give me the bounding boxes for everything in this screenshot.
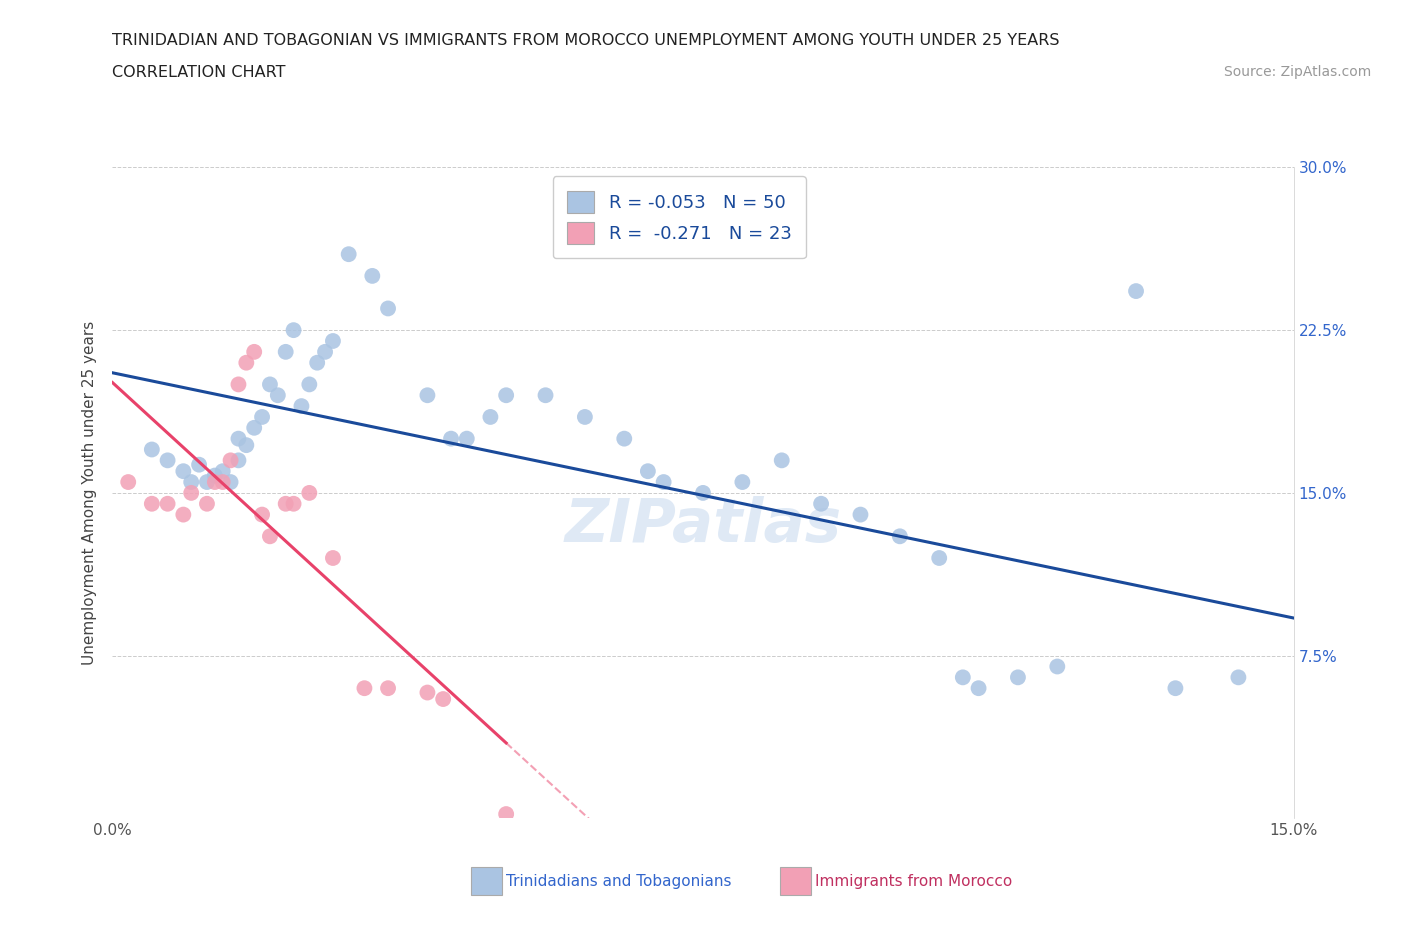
- Point: [204, 468, 226, 483]
- Text: Source: ZipAtlas.com: Source: ZipAtlas.com: [1223, 65, 1371, 79]
- Point: [731, 474, 754, 489]
- Point: [1227, 670, 1250, 684]
- Point: [156, 497, 179, 512]
- Point: [235, 438, 257, 453]
- Point: [322, 551, 344, 565]
- Point: [141, 497, 163, 512]
- Point: [849, 507, 872, 522]
- Point: [1046, 659, 1069, 674]
- Point: [204, 474, 226, 489]
- Point: [219, 453, 242, 468]
- Point: [156, 453, 179, 468]
- Point: [377, 681, 399, 696]
- Text: TRINIDADIAN AND TOBAGONIAN VS IMMIGRANTS FROM MOROCCO UNEMPLOYMENT AMONG YOUTH U: TRINIDADIAN AND TOBAGONIAN VS IMMIGRANTS…: [112, 33, 1060, 47]
- Point: [195, 474, 218, 489]
- Point: [243, 344, 266, 359]
- Point: [770, 453, 793, 468]
- Point: [290, 399, 312, 414]
- Point: [243, 420, 266, 435]
- Point: [952, 670, 974, 684]
- Point: [416, 685, 439, 700]
- Point: [172, 507, 194, 522]
- Text: CORRELATION CHART: CORRELATION CHART: [112, 65, 285, 80]
- Point: [259, 377, 281, 392]
- Text: Immigrants from Morocco: Immigrants from Morocco: [815, 874, 1012, 889]
- Point: [314, 344, 336, 359]
- Point: [337, 246, 360, 261]
- Point: [195, 497, 218, 512]
- Point: [267, 388, 290, 403]
- Point: [274, 344, 297, 359]
- Point: [211, 464, 233, 479]
- Point: [574, 409, 596, 424]
- Point: [322, 334, 344, 349]
- Point: [228, 432, 250, 446]
- Y-axis label: Unemployment Among Youth under 25 years: Unemployment Among Youth under 25 years: [82, 321, 97, 665]
- Text: ZIPatlas: ZIPatlas: [564, 496, 842, 555]
- Point: [141, 442, 163, 457]
- Point: [283, 497, 305, 512]
- Point: [1164, 681, 1187, 696]
- Point: [1125, 284, 1147, 299]
- Point: [967, 681, 990, 696]
- Point: [188, 458, 211, 472]
- Point: [259, 529, 281, 544]
- Point: [361, 269, 384, 284]
- Point: [1007, 670, 1029, 684]
- Point: [495, 806, 517, 821]
- Point: [652, 474, 675, 489]
- Point: [298, 377, 321, 392]
- Point: [211, 474, 233, 489]
- Point: [298, 485, 321, 500]
- Point: [180, 485, 202, 500]
- Bar: [471, 867, 502, 895]
- Point: [416, 388, 439, 403]
- Point: [353, 681, 375, 696]
- Point: [274, 497, 297, 512]
- Point: [117, 474, 139, 489]
- Point: [495, 388, 517, 403]
- Point: [377, 301, 399, 316]
- Point: [534, 388, 557, 403]
- Point: [440, 432, 463, 446]
- Point: [250, 507, 273, 522]
- Point: [235, 355, 257, 370]
- Point: [928, 551, 950, 565]
- Bar: [780, 867, 811, 895]
- Point: [889, 529, 911, 544]
- Point: [283, 323, 305, 338]
- Point: [637, 464, 659, 479]
- Point: [456, 432, 478, 446]
- Legend: R = -0.053   N = 50, R =  -0.271   N = 23: R = -0.053 N = 50, R = -0.271 N = 23: [553, 177, 806, 259]
- Point: [250, 409, 273, 424]
- Point: [228, 453, 250, 468]
- Point: [172, 464, 194, 479]
- Point: [228, 377, 250, 392]
- Point: [810, 497, 832, 512]
- Point: [479, 409, 502, 424]
- Point: [692, 485, 714, 500]
- Point: [307, 355, 329, 370]
- Point: [432, 692, 454, 707]
- Point: [613, 432, 636, 446]
- Text: Trinidadians and Tobagonians: Trinidadians and Tobagonians: [506, 874, 731, 889]
- Point: [219, 474, 242, 489]
- Point: [180, 474, 202, 489]
